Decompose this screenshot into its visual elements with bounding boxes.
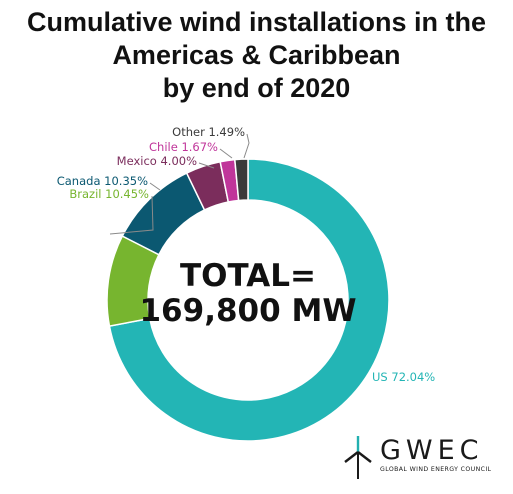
leader-line-mexico	[198, 162, 215, 169]
slice-other	[234, 158, 249, 202]
gwec-logo: GWEC GLOBAL WIND ENERGY COUNCIL	[340, 432, 500, 484]
center-total-label: TOTAL=	[180, 258, 316, 294]
data-label-chile: Chile 1.67%	[149, 140, 218, 154]
wind-turbine-icon	[344, 436, 372, 479]
logo-wordmark: GWEC	[380, 435, 484, 466]
donut-slices	[106, 158, 390, 442]
slice-us	[108, 158, 390, 442]
center-total-value: 169,800 MW	[139, 293, 356, 329]
data-label-brazil: Brazil 10.45%	[69, 187, 149, 201]
chart-title-line-3: by end of 2020	[162, 73, 351, 103]
chart-title-line-1: Cumulative wind installations in the	[26, 7, 487, 37]
data-label-us: US 72.04%	[372, 370, 435, 384]
data-label-mexico: Mexico 4.00%	[117, 154, 197, 168]
slice-labels: US 72.04% Brazil 10.45%Canada 10.35% Mexic…	[57, 125, 436, 384]
leader-line-other	[243, 133, 250, 159]
chart-title-line-2: Americas & Caribbean	[112, 40, 401, 70]
data-label-other: Other 1.49%	[172, 125, 245, 139]
chart-title: Cumulative wind installations in the Ame…	[0, 6, 513, 105]
leader-line-chile	[219, 148, 233, 159]
leader-line-brazil	[109, 195, 154, 235]
logo-subtitle: GLOBAL WIND ENERGY COUNCIL	[380, 466, 492, 473]
leader-line-canada	[149, 182, 161, 191]
data-label-canada: Canada 10.35%	[57, 174, 148, 188]
